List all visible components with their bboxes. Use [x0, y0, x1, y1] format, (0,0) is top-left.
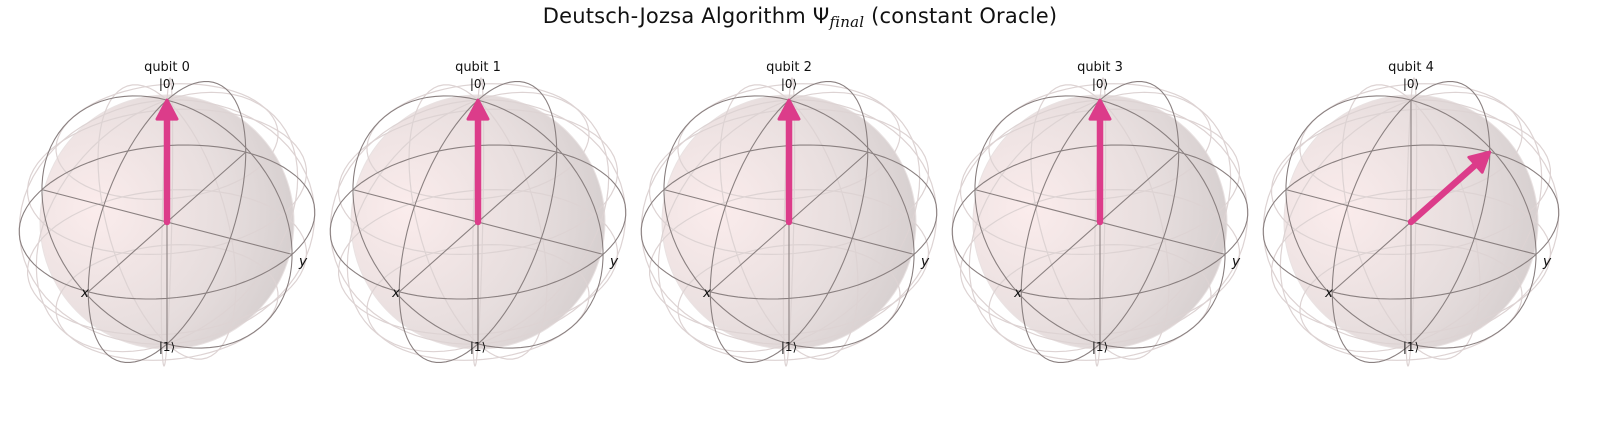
state-vector-arrowhead	[155, 98, 179, 121]
bloch-sphere-4: qubit 4 |0⟩ |1⟩ x y	[1262, 60, 1560, 367]
ket-zero-label: |0⟩	[1403, 77, 1419, 91]
qubit-title: qubit 0	[144, 60, 190, 75]
title-prefix: Deutsch-Jozsa Algorithm	[542, 4, 813, 28]
ket-one-label: |1⟩	[159, 340, 175, 354]
state-vector	[1407, 160, 1481, 226]
ket-zero-label: |0⟩	[470, 77, 486, 91]
title-suffix: (constant Oracle)	[864, 4, 1058, 28]
y-axis-label: y	[298, 254, 308, 270]
x-axis-label: x	[80, 286, 89, 301]
qubit-title: qubit 1	[455, 60, 501, 75]
state-vector-arrowhead	[1088, 98, 1112, 121]
x-axis-label: x	[1324, 286, 1333, 301]
title-subscript: final	[829, 13, 865, 31]
bloch-sphere-0: qubit 0 |0⟩ |1⟩ x y	[18, 60, 316, 367]
x-axis-label: x	[702, 286, 711, 301]
x-axis-label: x	[1013, 286, 1022, 301]
qubit-title: qubit 4	[1388, 60, 1434, 75]
ket-zero-label: |0⟩	[159, 77, 175, 91]
y-axis-label: y	[920, 254, 930, 270]
ket-zero-label: |0⟩	[781, 77, 797, 91]
x-axis-label: x	[391, 286, 400, 301]
bloch-sphere-3: qubit 3 |0⟩ |1⟩ x y	[951, 60, 1249, 367]
state-vector-arrowhead	[1467, 150, 1492, 174]
bloch-sphere-2: qubit 2 |0⟩ |1⟩ x y	[640, 60, 938, 367]
state-vector-arrowhead	[777, 98, 801, 121]
ket-one-label: |1⟩	[781, 340, 797, 354]
y-axis-label: y	[1231, 254, 1241, 270]
state-vector-arrowhead	[466, 98, 490, 121]
title-symbol: Ψ	[812, 4, 830, 28]
figure-title: Deutsch-Jozsa Algorithm Ψfinal (constant…	[0, 4, 1600, 31]
y-axis-label: y	[1542, 254, 1552, 270]
y-axis-label: y	[609, 254, 619, 270]
ket-zero-label: |0⟩	[1092, 77, 1108, 91]
ket-one-label: |1⟩	[1092, 340, 1108, 354]
ket-one-label: |1⟩	[1403, 340, 1419, 354]
qubit-title: qubit 2	[766, 60, 812, 75]
ket-one-label: |1⟩	[470, 340, 486, 354]
bloch-sphere-1: qubit 1 |0⟩ |1⟩ x y	[329, 60, 627, 367]
qubit-title: qubit 3	[1077, 60, 1123, 75]
